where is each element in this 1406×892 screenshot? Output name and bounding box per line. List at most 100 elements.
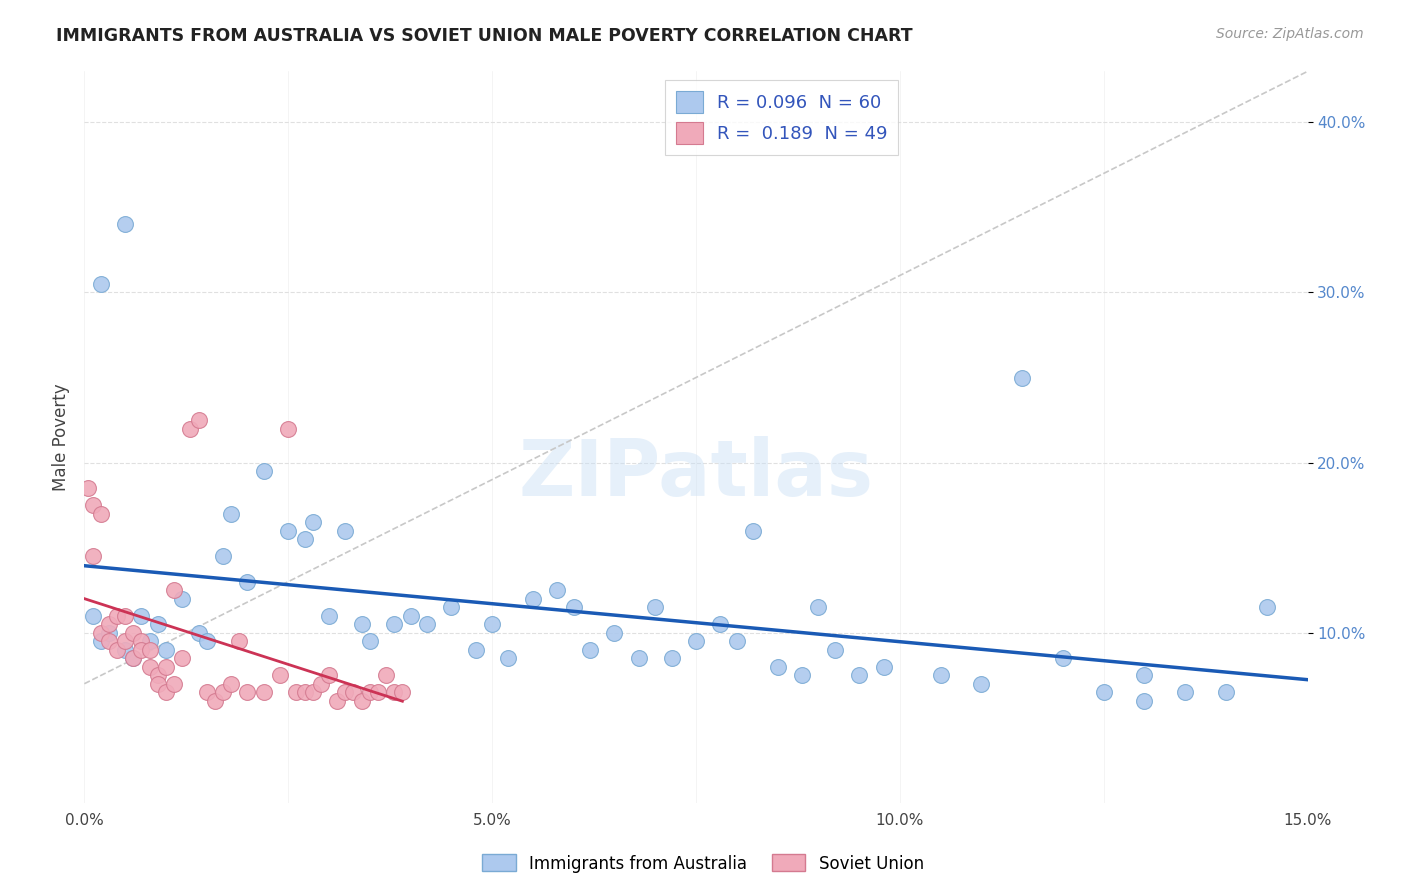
Point: [872, 659, 894, 673]
Point: [187, 625, 209, 640]
Point: [105, 608, 128, 623]
Point: [122, 625, 145, 640]
Point: [219, 507, 242, 521]
Point: [146, 677, 169, 691]
Point: [326, 694, 349, 708]
Point: [399, 608, 422, 623]
Point: [277, 421, 299, 435]
Point: [301, 515, 323, 529]
Point: [335, 685, 357, 699]
Point: [464, 642, 486, 657]
Point: [481, 617, 503, 632]
Point: [1174, 685, 1197, 699]
Point: [1256, 600, 1278, 615]
Point: [114, 634, 136, 648]
Point: [253, 685, 276, 699]
Point: [253, 464, 276, 478]
Point: [416, 617, 439, 632]
Point: [155, 659, 177, 673]
Point: [122, 651, 145, 665]
Point: [342, 685, 364, 699]
Point: [350, 617, 373, 632]
Point: [195, 685, 218, 699]
Point: [146, 668, 169, 682]
Point: [97, 617, 120, 632]
Point: [195, 634, 218, 648]
Point: [163, 677, 186, 691]
Point: [1215, 685, 1237, 699]
Point: [367, 685, 389, 699]
Legend: R = 0.096  N = 60, R =  0.189  N = 49: R = 0.096 N = 60, R = 0.189 N = 49: [665, 80, 898, 155]
Point: [97, 625, 120, 640]
Point: [359, 634, 381, 648]
Point: [848, 668, 870, 682]
Point: [138, 659, 160, 673]
Text: ZIPatlas: ZIPatlas: [519, 435, 873, 512]
Point: [644, 600, 666, 615]
Point: [375, 668, 398, 682]
Text: Source: ZipAtlas.com: Source: ZipAtlas.com: [1216, 27, 1364, 41]
Point: [579, 642, 602, 657]
Point: [114, 608, 136, 623]
Point: [790, 668, 813, 682]
Point: [131, 608, 153, 623]
Point: [382, 685, 405, 699]
Point: [236, 574, 259, 589]
Point: [1092, 685, 1115, 699]
Point: [155, 685, 177, 699]
Point: [766, 659, 789, 673]
Point: [1011, 370, 1033, 384]
Point: [122, 651, 145, 665]
Legend: Immigrants from Australia, Soviet Union: Immigrants from Australia, Soviet Union: [475, 847, 931, 880]
Point: [155, 642, 177, 657]
Point: [824, 642, 846, 657]
Point: [685, 634, 707, 648]
Text: IMMIGRANTS FROM AUSTRALIA VS SOVIET UNION MALE POVERTY CORRELATION CHART: IMMIGRANTS FROM AUSTRALIA VS SOVIET UNIO…: [56, 27, 912, 45]
Point: [627, 651, 650, 665]
Point: [114, 642, 136, 657]
Point: [131, 642, 153, 657]
Point: [1133, 694, 1156, 708]
Point: [212, 685, 235, 699]
Point: [709, 617, 731, 632]
Point: [82, 498, 104, 512]
Point: [546, 583, 568, 598]
Point: [146, 617, 169, 632]
Point: [1133, 668, 1156, 682]
Point: [309, 677, 332, 691]
Point: [269, 668, 291, 682]
Point: [114, 218, 136, 232]
Point: [522, 591, 544, 606]
Point: [294, 532, 316, 546]
Point: [318, 668, 340, 682]
Point: [90, 277, 112, 291]
Point: [138, 642, 160, 657]
Point: [562, 600, 585, 615]
Point: [138, 634, 160, 648]
Point: [1052, 651, 1074, 665]
Point: [219, 677, 242, 691]
Point: [498, 651, 520, 665]
Point: [391, 685, 413, 699]
Point: [77, 481, 100, 495]
Point: [929, 668, 952, 682]
Point: [82, 549, 104, 563]
Point: [661, 651, 683, 665]
Point: [725, 634, 748, 648]
Point: [172, 591, 194, 606]
Point: [382, 617, 405, 632]
Y-axis label: Male Poverty: Male Poverty: [52, 384, 70, 491]
Point: [236, 685, 259, 699]
Point: [440, 600, 463, 615]
Point: [179, 421, 201, 435]
Point: [212, 549, 235, 563]
Point: [90, 507, 112, 521]
Point: [350, 694, 373, 708]
Point: [90, 634, 112, 648]
Point: [82, 608, 104, 623]
Point: [204, 694, 226, 708]
Point: [187, 413, 209, 427]
Point: [603, 625, 626, 640]
Point: [163, 583, 186, 598]
Point: [970, 677, 993, 691]
